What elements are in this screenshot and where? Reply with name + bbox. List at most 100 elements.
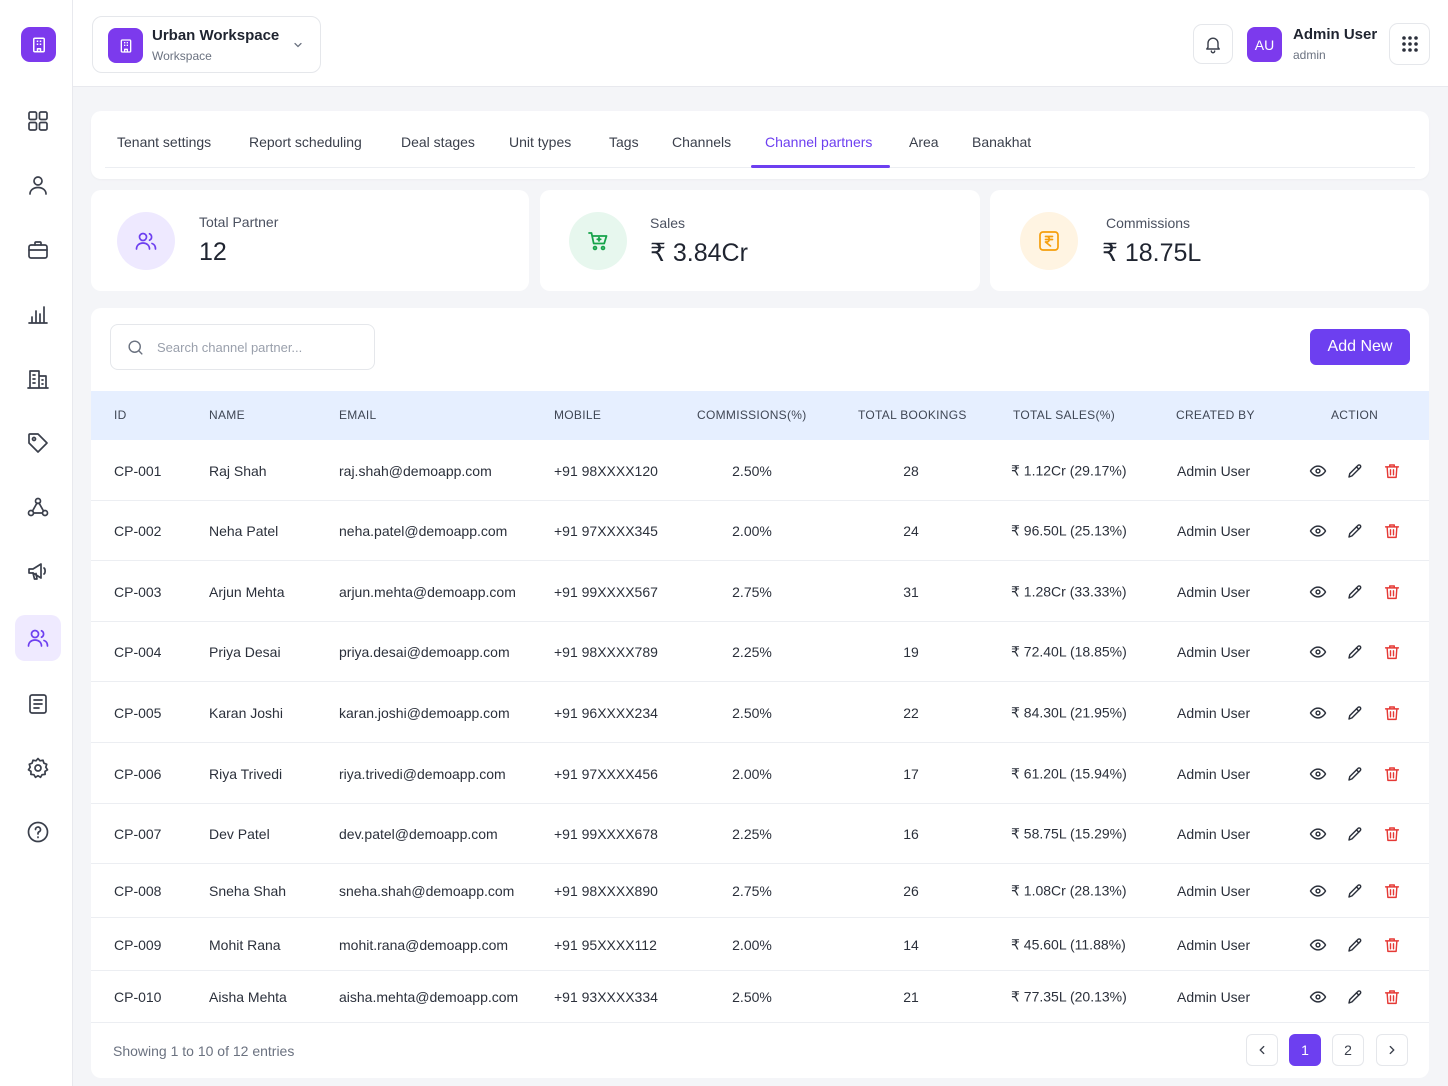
cell-mobile: +91 99XXXX678: [554, 826, 658, 842]
delete-button[interactable]: [1383, 936, 1401, 954]
pagination-page-1[interactable]: 1: [1289, 1034, 1321, 1066]
sidebar-item-tags[interactable]: [15, 420, 61, 466]
column-header-mobile[interactable]: MOBILE: [554, 408, 602, 422]
sidebar-item-settings[interactable]: [15, 745, 61, 791]
view-button[interactable]: [1309, 704, 1327, 722]
table-row: CP-005 Karan Joshi karan.joshi@demoapp.com…: [91, 682, 1429, 743]
sidebar-item-reports[interactable]: [15, 291, 61, 337]
delete-button[interactable]: [1383, 988, 1401, 1006]
sidebar-item-dashboard[interactable]: [15, 98, 61, 144]
user-name[interactable]: Admin User: [1293, 26, 1378, 43]
cell-total-sales: ₹ 1.28Cr (33.33%): [1011, 583, 1127, 599]
tab-channels[interactable]: Channels: [672, 134, 732, 150]
column-header-email[interactable]: EMAIL: [339, 408, 377, 422]
edit-button[interactable]: [1346, 825, 1364, 843]
cell-created-by: Admin User: [1177, 523, 1251, 539]
add-new-button[interactable]: Add New: [1310, 329, 1410, 365]
user-icon: [29, 176, 47, 195]
edit-button[interactable]: [1346, 765, 1364, 783]
edit-button[interactable]: [1346, 522, 1364, 540]
eye-icon: [1309, 646, 1327, 658]
apps-menu-button[interactable]: [1389, 23, 1430, 65]
sidebar-item-channel-partners[interactable]: [15, 615, 61, 661]
sales-label: Sales: [650, 215, 686, 231]
delete-button[interactable]: [1383, 522, 1401, 540]
view-button[interactable]: [1309, 765, 1327, 783]
pagination-summary: Showing 1 to 10 of 12 entries: [113, 1043, 295, 1059]
edit-button[interactable]: [1346, 704, 1364, 722]
edit-button[interactable]: [1346, 882, 1364, 900]
active-tab-indicator: [751, 165, 890, 168]
column-header-commissions[interactable]: COMMISSIONS(%): [697, 408, 807, 422]
tab-banakhat[interactable]: Banakhat: [972, 134, 1032, 150]
chevron-left-icon: [1259, 1045, 1265, 1055]
table-row: CP-008 Sneha Shah sneha.shah@demoapp.com +9…: [91, 864, 1429, 918]
delete-button[interactable]: [1383, 462, 1401, 480]
sidebar-item-properties[interactable]: [15, 356, 61, 402]
view-button[interactable]: [1309, 988, 1327, 1006]
search-input[interactable]: [157, 325, 367, 369]
settings-tabs: Tenant settings Report scheduling Deal s…: [91, 111, 1429, 179]
sidebar-item-deals[interactable]: [15, 227, 61, 273]
tab-tags[interactable]: Tags: [609, 134, 639, 150]
notifications-button[interactable]: [1193, 24, 1233, 64]
delete-button[interactable]: [1383, 765, 1401, 783]
trash-icon: [1384, 937, 1400, 952]
tab-report-scheduling[interactable]: Report scheduling: [249, 134, 362, 150]
tab-deal-stages[interactable]: Deal stages: [401, 134, 475, 150]
delete-button[interactable]: [1383, 825, 1401, 843]
pagination-next-button[interactable]: [1376, 1034, 1408, 1066]
channel-partners-table-card: Add New ID NAME EMAIL MOBILE COMMISSIONS…: [91, 308, 1429, 1078]
view-button[interactable]: [1309, 522, 1327, 540]
tab-unit-types[interactable]: Unit types: [509, 134, 572, 150]
column-header-created-by[interactable]: CREATED BY: [1176, 408, 1255, 422]
delete-button[interactable]: [1383, 704, 1401, 722]
edit-button[interactable]: [1346, 643, 1364, 661]
column-header-total-bookings[interactable]: TOTAL BOOKINGS: [858, 408, 967, 422]
column-header-name[interactable]: NAME: [209, 408, 245, 422]
view-button[interactable]: [1309, 643, 1327, 661]
pencil-icon: [1348, 524, 1362, 538]
trash-icon: [1384, 884, 1400, 899]
sidebar-item-network[interactable]: [15, 484, 61, 530]
edit-button[interactable]: [1346, 936, 1364, 954]
sidebar-item-documents[interactable]: [15, 681, 61, 727]
cell-id: CP-010: [114, 989, 162, 1005]
sidebar-item-campaigns[interactable]: [15, 548, 61, 594]
delete-button[interactable]: [1383, 882, 1401, 900]
column-header-total-sales[interactable]: TOTAL SALES(%): [1013, 408, 1116, 422]
cell-created-by: Admin User: [1177, 583, 1251, 600]
view-button[interactable]: [1309, 936, 1327, 954]
tab-area[interactable]: Area: [909, 134, 939, 150]
pagination-page-2[interactable]: 2: [1332, 1034, 1364, 1066]
cell-total-sales: ₹ 45.60L (11.88%): [1011, 936, 1126, 952]
avatar[interactable]: AU: [1247, 27, 1282, 62]
cell-commission: 2.50%: [732, 704, 772, 721]
table-row: CP-007 Dev Patel dev.patel@demoapp.com +91 …: [91, 804, 1429, 864]
workspace-switcher[interactable]: Urban Workspace Workspace: [92, 16, 321, 73]
delete-button[interactable]: [1383, 643, 1401, 661]
eye-icon: [1309, 464, 1327, 477]
table-header: ID NAME EMAIL MOBILE COMMISSIONS(%) TOTA…: [91, 391, 1429, 440]
view-button[interactable]: [1309, 882, 1327, 900]
tab-channel-partners[interactable]: Channel partners: [765, 134, 873, 150]
commissions-icon-wrap: [1020, 212, 1078, 270]
view-button[interactable]: [1309, 825, 1327, 843]
cell-total-bookings: 26: [903, 883, 919, 899]
sidebar-item-help[interactable]: [15, 809, 61, 855]
pencil-icon: [1348, 884, 1362, 898]
edit-button[interactable]: [1346, 988, 1364, 1006]
column-header-id[interactable]: ID: [114, 408, 127, 422]
view-button[interactable]: [1309, 583, 1327, 601]
sidebar-item-profile[interactable]: [15, 162, 61, 208]
grid-icon: [28, 111, 48, 131]
view-button[interactable]: [1309, 462, 1327, 480]
delete-button[interactable]: [1383, 583, 1401, 601]
pagination-prev-button[interactable]: [1246, 1034, 1278, 1066]
edit-button[interactable]: [1346, 583, 1364, 601]
app-logo[interactable]: [21, 27, 56, 62]
cell-name: Dev Patel: [209, 826, 270, 842]
building-logo-icon: [32, 37, 45, 52]
tab-tenant-settings[interactable]: Tenant settings: [117, 134, 212, 150]
edit-button[interactable]: [1346, 462, 1364, 480]
